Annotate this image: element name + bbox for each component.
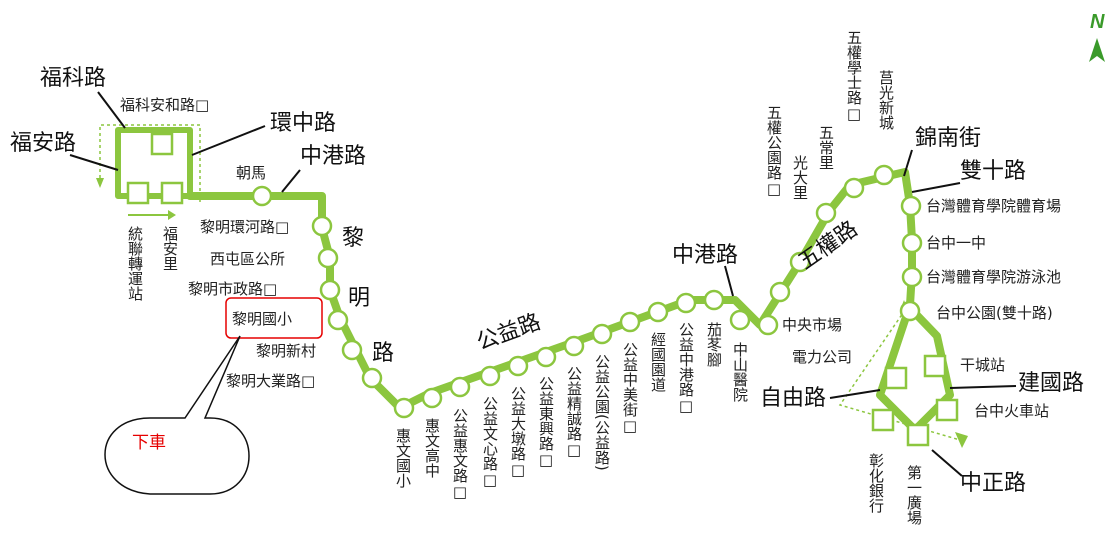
stop-gongyi-zhongmei: 公益中美街□ bbox=[621, 342, 639, 435]
stop-jiadongjiao: 茄苳腳 bbox=[705, 322, 723, 368]
stop-wuchang-li: 五常里 bbox=[817, 125, 835, 170]
callout-bubble: 下車 bbox=[104, 335, 250, 495]
stop-guangda-li: 光大里 bbox=[791, 155, 809, 200]
stop-gongyi-huiwen: 公益惠文路□ bbox=[451, 408, 469, 501]
stop-gongyi-zhonggang: 公益中港路□ bbox=[677, 322, 695, 415]
stop-gancheng: 干城站 bbox=[960, 356, 1005, 374]
road-label-ming: 明 bbox=[348, 286, 370, 311]
road-label-jianguo: 建國路 bbox=[1018, 371, 1084, 396]
stop-zhaoma: 朝馬 bbox=[236, 164, 266, 182]
stop-huiwen-elem: 惠文國小 bbox=[394, 428, 412, 489]
north-label: N bbox=[1090, 11, 1105, 33]
callout-text: 下車 bbox=[132, 433, 166, 453]
stop-fuan-li: 福安里 bbox=[161, 226, 179, 271]
stop-taichung-first: 台中一中 bbox=[926, 234, 986, 252]
road-label-fuke: 福科路 bbox=[40, 66, 106, 91]
stop-juguang-xincheng: 莒光新城 bbox=[877, 70, 895, 131]
stop-gongyi-dadun: 公益大墩路□ bbox=[509, 386, 527, 479]
stop-gongyi-wenxin: 公益文心路□ bbox=[481, 396, 499, 489]
stop-liming-city: 黎明市政路□ bbox=[188, 280, 277, 298]
stop-zhongshan-hospital: 中山醫院 bbox=[731, 342, 749, 403]
stop-gongyi-park: 公益公園(公益路) bbox=[593, 354, 611, 471]
stop-xitun-office: 西屯區公所 bbox=[210, 250, 285, 268]
road-label-wuquan: 五權路 bbox=[794, 217, 862, 275]
road-label-gongyi: 公益路 bbox=[474, 310, 545, 356]
stop-highlight-box bbox=[225, 297, 323, 339]
stop-taichung-station: 台中火車站 bbox=[974, 402, 1049, 420]
stop-taichung-park: 台中公園(雙十路) bbox=[936, 304, 1053, 322]
road-label-zhongzheng: 中正路 bbox=[960, 471, 1026, 496]
square-stop-markers bbox=[126, 132, 959, 447]
stop-liming-daye: 黎明大業路□ bbox=[226, 372, 315, 390]
stop-gongyi-jingcheng: 公益精誠路□ bbox=[565, 366, 583, 459]
dashed-loop-arrow bbox=[96, 178, 104, 188]
stop-huiwen-high: 惠文高中 bbox=[423, 418, 441, 478]
stop-changhua-bank: 彰化銀行 bbox=[867, 452, 885, 514]
road-label-fuan: 福安路 bbox=[10, 131, 76, 156]
stop-markers bbox=[251, 164, 923, 419]
tonglian-arrow bbox=[128, 210, 176, 220]
dashed-loop bbox=[99, 124, 201, 202]
stop-liming-huanhe: 黎明環河路□ bbox=[200, 218, 289, 236]
north-arrow-icon: N bbox=[1089, 11, 1105, 62]
stop-fuke-anhe: 福科安和路□ bbox=[120, 96, 209, 114]
stop-jingguo-avenue: 經國園道 bbox=[649, 332, 667, 392]
stop-first-plaza: 第一廣場 bbox=[905, 464, 923, 525]
road-label-zhonggang-mid: 中港路 bbox=[672, 243, 738, 268]
road-label-li: 黎 bbox=[342, 226, 364, 251]
pointer-lines bbox=[69, 91, 1017, 477]
stop-sports-uni-pool: 台灣體育學院游泳池 bbox=[926, 268, 1061, 286]
stop-tonglian: 統聯轉運站 bbox=[126, 226, 144, 301]
stop-liming-elem: 黎明國小 bbox=[232, 310, 292, 328]
road-label-lu: 路 bbox=[372, 341, 394, 366]
road-label-shuangshi: 雙十路 bbox=[960, 159, 1026, 184]
stop-sports-uni-gym: 台灣體育學院體育場 bbox=[926, 197, 1061, 215]
stop-power-company: 電力公司 bbox=[792, 348, 852, 366]
stop-gongyi-dongxing: 公益東興路□ bbox=[537, 376, 555, 469]
road-label-ziyou: 自由路 bbox=[760, 386, 826, 411]
stop-wuquan-xueshi: 五權學士路□ bbox=[845, 30, 863, 123]
road-label-jinnan: 錦南街 bbox=[915, 126, 981, 151]
stop-liming-village: 黎明新村 bbox=[256, 342, 316, 360]
dashed-triangle-arrow bbox=[955, 432, 968, 448]
stop-wuquan-park: 五權公園路□ bbox=[765, 105, 783, 198]
road-label-zhonggang-top: 中港路 bbox=[300, 144, 366, 169]
road-label-huanzhong: 環中路 bbox=[270, 111, 336, 136]
stop-zhongyang-market: 中央市場 bbox=[782, 316, 842, 334]
